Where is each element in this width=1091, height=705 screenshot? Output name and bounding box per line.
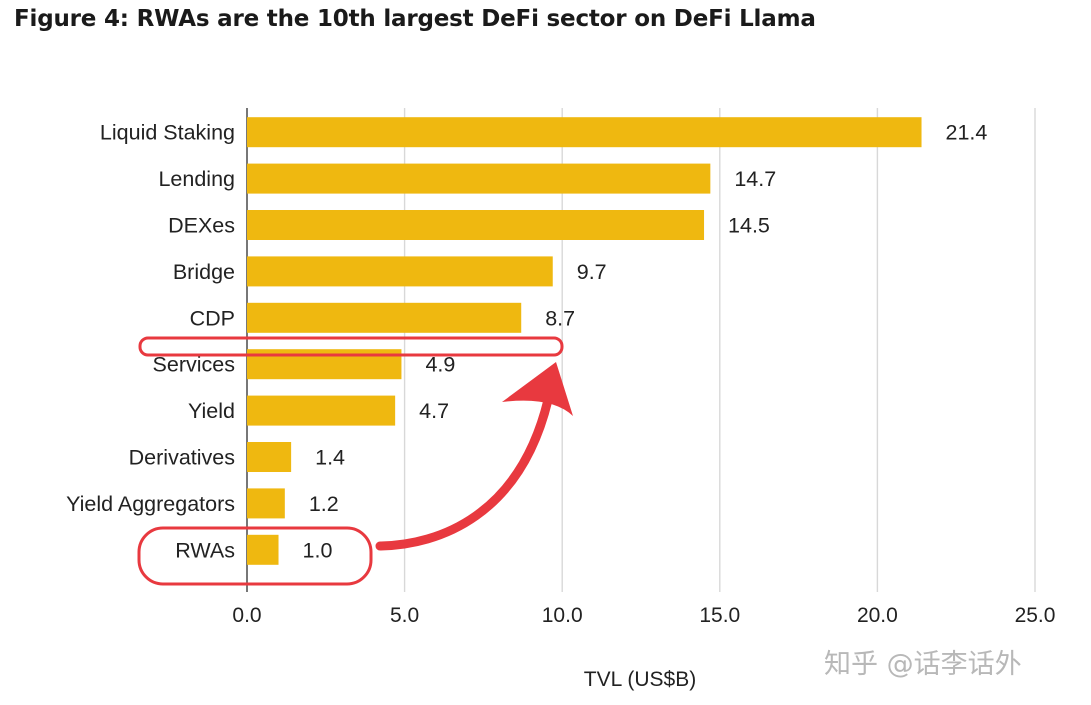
- value-label: 9.7: [577, 260, 607, 284]
- x-tick-label: 15.0: [699, 604, 740, 627]
- value-labels: 21.4 14.7 14.5 9.78.7 4.9 4.7 1.4 1.2 1.0: [303, 121, 988, 563]
- x-tick-label: 0.0: [232, 604, 261, 627]
- bar-bridge: [247, 256, 553, 287]
- value-label: 14.7: [734, 167, 776, 191]
- x-axis-label: TVL (US$B): [584, 668, 696, 691]
- category-label: Lending: [158, 167, 235, 191]
- category-label: Services: [153, 353, 235, 377]
- value-label: 21.4: [946, 121, 988, 145]
- category-label: CDP: [190, 306, 235, 330]
- bar-yield-aggregators: [247, 488, 285, 519]
- x-tick-label: 20.0: [857, 604, 898, 627]
- category-label: Liquid Staking: [100, 121, 235, 145]
- highlight-bar-between-cdp-services: [138, 336, 564, 357]
- value-label: 8.7: [545, 306, 575, 330]
- category-label: DEXes: [168, 214, 235, 238]
- category-label: RWAs: [175, 538, 235, 562]
- x-tick-label: 5.0: [390, 604, 419, 627]
- value-label: 1.0: [303, 538, 333, 562]
- annotations: [137, 336, 573, 586]
- red-arrow-curve: [375, 395, 553, 551]
- category-labels: Liquid Staking Lending DEXes Bridge CDP Servi…: [66, 121, 235, 563]
- bar-liquid-staking: [247, 117, 922, 148]
- bar-cdp: [247, 302, 522, 333]
- category-label: Yield: [188, 399, 235, 423]
- chart-title: Figure 4: RWAs are the 10th largest DeFi…: [14, 6, 816, 32]
- red-arrow-head: [502, 362, 573, 416]
- watermark: 知乎 @话李话外: [824, 649, 1022, 680]
- value-label: 4.9: [425, 353, 455, 377]
- x-tick-labels: 0.0 5.0 10.0 15.0 20.0 25.0: [232, 604, 1055, 627]
- value-label: 14.5: [728, 214, 770, 238]
- value-label: 1.2: [309, 492, 339, 516]
- bar-rwas: [247, 534, 279, 565]
- x-tick-label: 10.0: [542, 604, 583, 627]
- bar-yield: [247, 395, 396, 426]
- bars: [247, 117, 922, 565]
- highlight-circle-rwas: [137, 526, 373, 586]
- category-label: Derivatives: [129, 446, 235, 470]
- value-label: 1.4: [315, 446, 345, 470]
- value-label: 4.7: [419, 399, 449, 423]
- bar-dexes: [247, 210, 705, 240]
- category-label: Bridge: [173, 260, 235, 284]
- bar-lending: [247, 163, 711, 194]
- bar-derivatives: [247, 442, 292, 472]
- category-label: Yield Aggregators: [66, 492, 235, 516]
- x-tick-label: 25.0: [1015, 604, 1056, 627]
